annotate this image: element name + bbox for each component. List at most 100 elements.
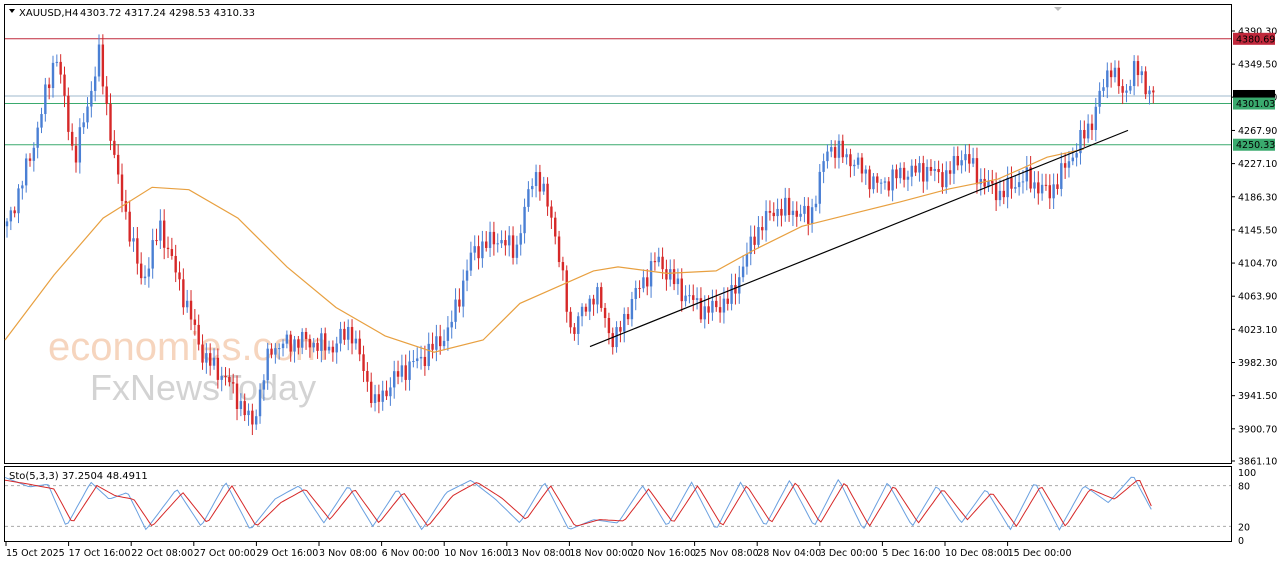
candle — [21, 180, 24, 200]
candle — [508, 226, 511, 257]
candle — [1033, 171, 1036, 199]
candle — [423, 345, 427, 376]
candle — [784, 187, 787, 222]
candle — [339, 321, 342, 352]
watermark-line2: FxNewsToday — [90, 367, 316, 408]
time-tick-label: 25 Nov 08:00 — [695, 548, 759, 559]
candle — [791, 201, 795, 227]
candle — [573, 323, 576, 341]
price-tick-label: 4267.90 — [1238, 126, 1277, 137]
candle — [1052, 173, 1055, 209]
candle — [82, 113, 85, 134]
candle — [151, 228, 154, 279]
candle — [147, 257, 151, 288]
candle — [1071, 147, 1074, 166]
stoch-axis-label: 80 — [1238, 482, 1250, 493]
candle — [63, 66, 66, 108]
candle — [377, 384, 381, 414]
candle — [730, 273, 733, 311]
candle — [1040, 173, 1044, 201]
trendline[interactable] — [589, 129, 1129, 348]
candle — [787, 188, 791, 222]
candle — [776, 198, 779, 227]
candle — [162, 209, 166, 260]
price-marker-label: 4250.33 — [1236, 140, 1275, 151]
candle — [385, 380, 388, 400]
candle — [872, 173, 875, 194]
candle — [577, 312, 580, 346]
candle — [672, 259, 676, 291]
candle — [964, 144, 967, 172]
candle — [40, 107, 43, 134]
candle — [833, 140, 837, 169]
candle — [1090, 114, 1094, 140]
candle — [281, 339, 285, 357]
candle — [538, 164, 542, 201]
candle — [1109, 62, 1113, 88]
time-tick-label: 15 Oct 2025 — [6, 548, 65, 559]
candle — [780, 198, 783, 227]
candle — [462, 269, 465, 318]
candle — [818, 164, 821, 214]
time-tick-label: 20 Nov 16:00 — [632, 548, 696, 559]
candle — [864, 165, 867, 185]
candle — [657, 247, 660, 267]
candle — [646, 269, 649, 296]
price-marker-label: 4310.33 — [1236, 91, 1275, 102]
candle — [914, 159, 917, 177]
candle — [952, 146, 956, 185]
candle — [124, 189, 128, 220]
candle — [630, 291, 634, 327]
candle — [17, 184, 20, 224]
candle — [1113, 60, 1117, 83]
candle — [580, 303, 584, 327]
candle — [511, 226, 515, 265]
time-tick-label: 22 Oct 08:00 — [131, 548, 193, 559]
candle — [592, 294, 595, 316]
price-tick-label: 3982.30 — [1238, 358, 1277, 369]
candle — [1125, 84, 1128, 103]
candle — [469, 241, 473, 276]
candle — [47, 77, 51, 100]
candle — [370, 372, 373, 408]
candle — [991, 169, 994, 195]
price-tick-label: 4349.50 — [1238, 60, 1277, 71]
candle — [216, 348, 220, 389]
candle — [1102, 78, 1105, 98]
candle — [86, 97, 89, 129]
candle — [883, 177, 887, 190]
candle — [876, 173, 879, 193]
candle — [830, 140, 833, 158]
candle — [1056, 173, 1059, 195]
candle — [741, 255, 745, 283]
candle — [297, 335, 300, 355]
scroll-marker-icon[interactable] — [1054, 7, 1062, 11]
candle — [519, 224, 522, 256]
candle — [477, 235, 480, 270]
candle — [1025, 155, 1028, 191]
candle — [948, 161, 952, 185]
candle — [116, 144, 120, 184]
candle — [688, 284, 691, 304]
candle — [473, 235, 476, 261]
candle — [358, 330, 361, 362]
candle — [941, 163, 944, 194]
candle — [454, 288, 457, 329]
candle — [1017, 170, 1021, 196]
candle — [1136, 55, 1140, 87]
time-tick-label: 5 Dec 16:00 — [882, 548, 940, 559]
candle — [159, 209, 162, 250]
candle — [684, 285, 687, 307]
candle — [266, 342, 269, 390]
candle — [1037, 171, 1040, 205]
price-marker: 4250.33 — [1233, 138, 1275, 151]
collapse-icon[interactable] — [9, 9, 15, 13]
candle — [1002, 179, 1005, 205]
candle — [565, 265, 568, 323]
candle — [906, 170, 910, 192]
candle — [289, 330, 292, 362]
candle — [623, 307, 626, 343]
candle — [971, 147, 975, 168]
candle — [1006, 166, 1009, 209]
candle — [101, 34, 105, 95]
